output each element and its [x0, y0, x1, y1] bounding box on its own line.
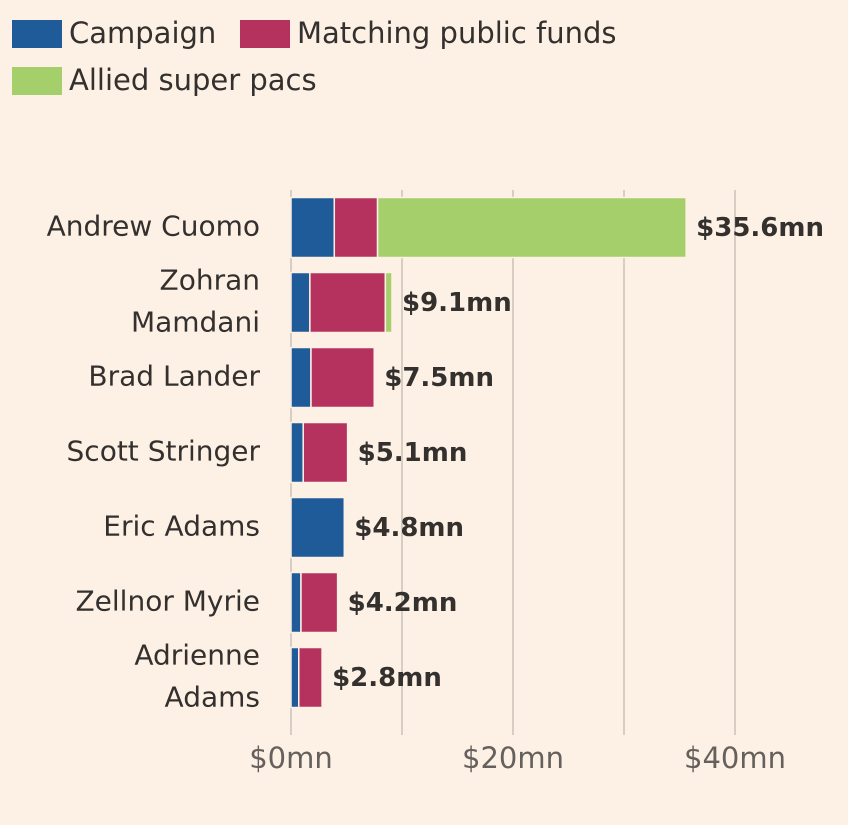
value-label: $4.8mn — [354, 513, 464, 543]
value-label: $9.1mn — [402, 288, 512, 318]
bar-segment — [290, 196, 336, 259]
value-label: $35.6mn — [696, 213, 824, 243]
bar-segment — [290, 571, 302, 634]
bar-segment — [309, 271, 387, 334]
category-label: Eric Adams — [103, 510, 260, 543]
category-label: Scott Stringer — [67, 435, 261, 468]
value-label: $7.5mn — [384, 363, 494, 393]
category-label: Andrew Cuomo — [47, 210, 260, 243]
bar-segment — [290, 346, 312, 409]
category-label: Zohran Mamdani — [131, 264, 260, 339]
value-label: $2.8mn — [332, 663, 442, 693]
bar-segment — [310, 346, 376, 409]
bar-segment — [300, 571, 339, 634]
bar-segment — [290, 646, 300, 709]
bar-segment — [376, 196, 687, 259]
legend-swatch — [240, 20, 290, 48]
legend-swatch — [12, 67, 62, 95]
legend-label: Matching public funds — [297, 16, 617, 50]
legend-label: Allied super pacs — [69, 63, 317, 97]
category-label: Adrienne Adams — [134, 639, 260, 714]
bar-segment — [290, 421, 304, 484]
x-tick-label: $40mn — [684, 741, 786, 775]
bar-segment — [302, 421, 349, 484]
bar-segment — [290, 496, 346, 559]
category-label: Brad Lander — [88, 360, 260, 393]
bar-segment — [290, 271, 311, 334]
x-tick-label: $20mn — [462, 741, 564, 775]
bar-segment — [333, 196, 379, 259]
legend-label: Campaign — [69, 16, 216, 50]
value-label: $5.1mn — [358, 438, 468, 468]
bar-segment — [384, 271, 393, 334]
legend-swatch — [12, 20, 62, 48]
x-tick-label: $0mn — [249, 741, 333, 775]
category-label: Zellnor Myrie — [75, 585, 260, 618]
bar-segment — [298, 646, 323, 709]
value-label: $4.2mn — [348, 588, 458, 618]
